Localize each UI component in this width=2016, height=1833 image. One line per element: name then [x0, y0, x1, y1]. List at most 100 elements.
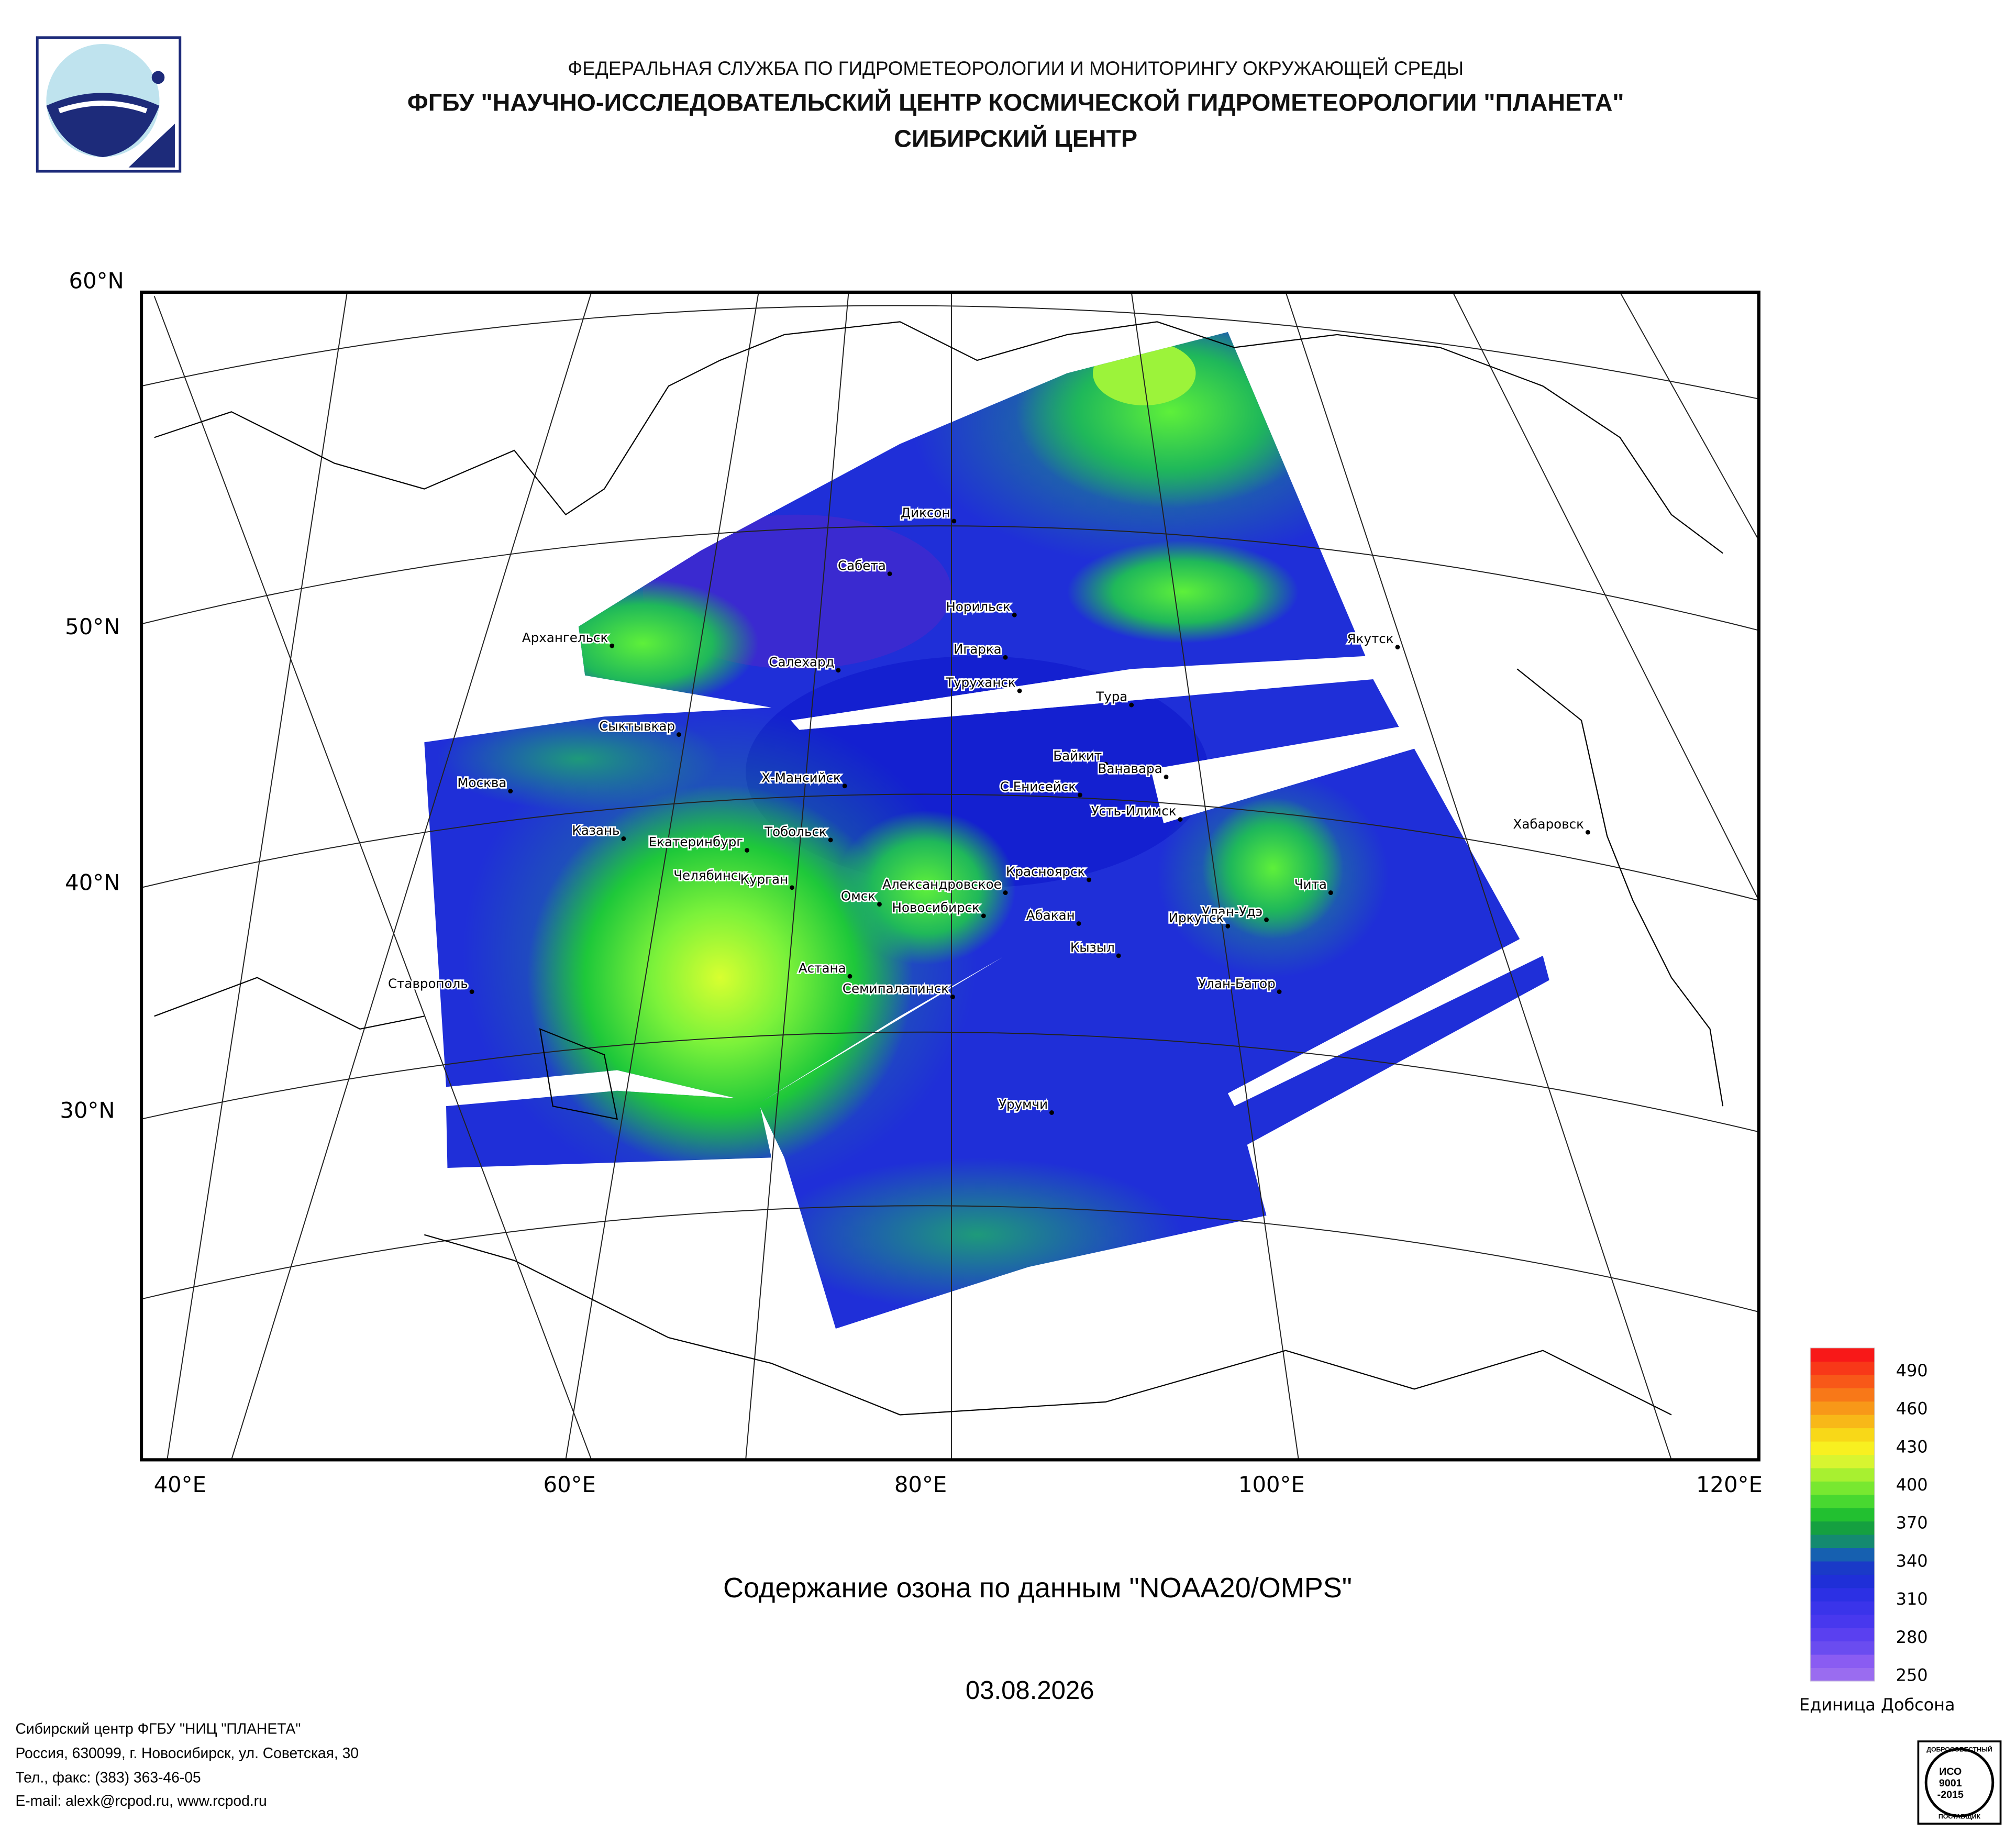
city-label: Чита [1294, 877, 1327, 892]
lat-label: 30°N [60, 1097, 115, 1123]
lon-label: 40°E [154, 1472, 206, 1497]
city-dot [1277, 989, 1282, 995]
colorbar-tick-label: 490 [1896, 1361, 1928, 1381]
badge-text: ДОБРОСОВЕСТНЫЙ [1926, 1746, 1992, 1753]
city-label: Астана [799, 960, 846, 976]
city-dot [1003, 890, 1008, 895]
header-line: ФЕДЕРАЛЬНАЯ СЛУЖБА ПО ГИДРОМЕТЕОРОЛОГИИ … [568, 57, 1464, 79]
colorbar-cell [1810, 1668, 1875, 1682]
colorbar-cell [1810, 1654, 1875, 1669]
colorbar-cell [1810, 1454, 1875, 1468]
colorbar-cell [1810, 1348, 1875, 1362]
colorbar-cell [1810, 1388, 1875, 1402]
city-dot [1076, 921, 1081, 926]
colorbar-cell [1810, 1361, 1875, 1375]
city-dot [847, 974, 852, 979]
city-label: Казань [572, 823, 619, 838]
city-label: Усть-Илимск [1091, 803, 1177, 819]
city-dot [1087, 877, 1092, 882]
city-label: Ставрополь [388, 976, 468, 991]
colorbar-cell [1810, 1641, 1875, 1655]
colorbar-cell [1810, 1494, 1875, 1508]
city-dot [951, 518, 957, 524]
colorbar-cell [1810, 1428, 1875, 1442]
city-label: Новосибирск [892, 900, 980, 915]
colorbar-cell [1810, 1614, 1875, 1628]
map-frame [140, 290, 1760, 1462]
map-title: Содержание озона по данным "NOAA20/OMPS" [723, 1572, 1352, 1604]
city-dot [842, 783, 847, 789]
colorbar-cell [1810, 1414, 1875, 1429]
city-label: Сыктывкар [599, 719, 675, 734]
colorbar-cell [1810, 1627, 1875, 1642]
city-label: Улан-Удэ [1202, 904, 1262, 919]
badge-text: 9001 [1939, 1777, 1962, 1789]
colorbar-cell [1810, 1508, 1875, 1522]
city-dot [1164, 775, 1169, 780]
city-dot [1225, 923, 1231, 929]
city-dot [1178, 817, 1183, 822]
city-dot [1003, 655, 1008, 660]
iso-badge: ДОБРОСОВЕСТНЫЙ ИСО 9001 -2015 ПОСТАВЩИК [1917, 1740, 2002, 1825]
city-dot [1328, 890, 1333, 895]
footer-line: E-mail: alexk@rcpod.ru, www.rcpod.ru [15, 1792, 267, 1809]
lon-label: 100°E [1238, 1472, 1305, 1497]
colorbar-tick-label: 340 [1896, 1551, 1928, 1571]
city-dot [1049, 1110, 1054, 1115]
badge-text: -2015 [1937, 1789, 1964, 1801]
city-dot [1103, 761, 1109, 767]
city-label: Урумчи [999, 1097, 1048, 1112]
city-label: Байкит [1053, 748, 1102, 764]
city-label: Туруханск [945, 675, 1016, 690]
badge-text: ИСО [1939, 1766, 1962, 1777]
city-dot [828, 837, 833, 843]
city-dot [1012, 612, 1017, 617]
colorbar-cell [1810, 1534, 1875, 1549]
colorbar: 490 460 430 400 370 340 310 280 250 [1810, 1348, 1928, 1685]
header-line: ФГБУ "НАУЧНО-ИССЛЕДОВАТЕЛЬСКИЙ ЦЕНТР КОС… [407, 89, 1624, 116]
cities: Диксон Сабета Норильск Архангельск Игарка Сал… [386, 504, 1590, 1115]
map: 60°N 50°N 40°N 30°N 40°E 60°E 80°E 100°E… [60, 268, 1763, 1497]
colorbar-cell [1810, 1561, 1875, 1575]
city-label: Омск [841, 888, 876, 903]
lon-label: 80°E [894, 1472, 947, 1497]
city-dot [677, 732, 681, 737]
graticule [141, 292, 1759, 1460]
city-dot [1585, 830, 1590, 835]
city-dot [1116, 953, 1121, 958]
lon-label: 60°E [544, 1472, 596, 1497]
colorbar-unit: Единица Добсона [1799, 1695, 1955, 1715]
city-label: Абакан [1026, 908, 1075, 923]
city-dot [790, 885, 794, 890]
colorbar-cell [1810, 1521, 1875, 1535]
colorbar-cell [1810, 1574, 1875, 1588]
footer-line: Сибирский центр ФГБУ "НИЦ "ПЛАНЕТА" [15, 1720, 301, 1737]
header: ФЕДЕРАЛЬНАЯ СЛУЖБА ПО ГИДРОМЕТЕОРОЛОГИИ … [407, 57, 1624, 152]
city-dot [745, 848, 749, 853]
city-label: Норильск [946, 599, 1011, 614]
colorbar-cell [1810, 1587, 1875, 1602]
footer: Сибирский центр ФГБУ "НИЦ "ПЛАНЕТА" Росс… [15, 1720, 359, 1809]
colorbar-tick-label: 310 [1896, 1589, 1928, 1609]
city-dot [508, 789, 513, 794]
city-label: Сабета [838, 558, 886, 573]
header-line: СИБИРСКИЙ ЦЕНТР [894, 125, 1137, 152]
footer-line: Россия, 630099, г. Новосибирск, ул. Сове… [15, 1744, 359, 1761]
coastline [154, 321, 1724, 1416]
city-label: Архангельск [522, 630, 608, 645]
colorbar-cell [1810, 1467, 1875, 1482]
city-label: Иркутск [1169, 910, 1224, 925]
lat-label: 40°N [65, 870, 120, 896]
colorbar-tick-label: 430 [1896, 1437, 1928, 1456]
city-dot [1017, 688, 1022, 693]
colorbar-frame [1810, 1348, 1875, 1682]
city-dot [1129, 702, 1134, 708]
city-label: Александровское [882, 877, 1001, 892]
colorbar-tick-label: 370 [1896, 1513, 1928, 1533]
city-label: Якутск [1347, 631, 1394, 646]
city-label: Екатеринбург [649, 834, 744, 849]
city-dot [950, 995, 955, 999]
city-dot [836, 668, 841, 673]
